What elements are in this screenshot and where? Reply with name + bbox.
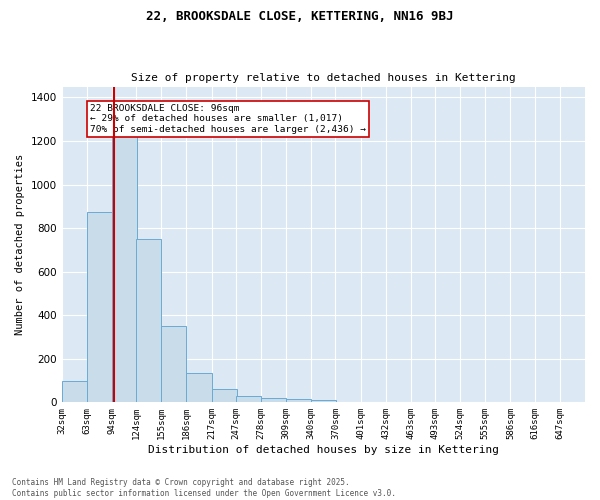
Bar — [286, 399, 311, 402]
Y-axis label: Number of detached properties: Number of detached properties — [15, 154, 25, 335]
Bar — [62, 380, 87, 402]
Bar — [187, 373, 212, 402]
Bar — [112, 108, 137, 403]
Bar — [161, 326, 187, 402]
Bar — [311, 400, 336, 402]
Bar — [212, 390, 236, 402]
Bar — [136, 239, 161, 402]
Bar — [87, 212, 112, 402]
Text: 22, BROOKSDALE CLOSE, KETTERING, NN16 9BJ: 22, BROOKSDALE CLOSE, KETTERING, NN16 9B… — [146, 10, 454, 23]
X-axis label: Distribution of detached houses by size in Kettering: Distribution of detached houses by size … — [148, 445, 499, 455]
Text: 22 BROOKSDALE CLOSE: 96sqm
← 29% of detached houses are smaller (1,017)
70% of s: 22 BROOKSDALE CLOSE: 96sqm ← 29% of deta… — [90, 104, 366, 134]
Text: Contains HM Land Registry data © Crown copyright and database right 2025.
Contai: Contains HM Land Registry data © Crown c… — [12, 478, 396, 498]
Title: Size of property relative to detached houses in Kettering: Size of property relative to detached ho… — [131, 73, 516, 83]
Bar — [236, 396, 261, 402]
Bar — [261, 398, 286, 402]
